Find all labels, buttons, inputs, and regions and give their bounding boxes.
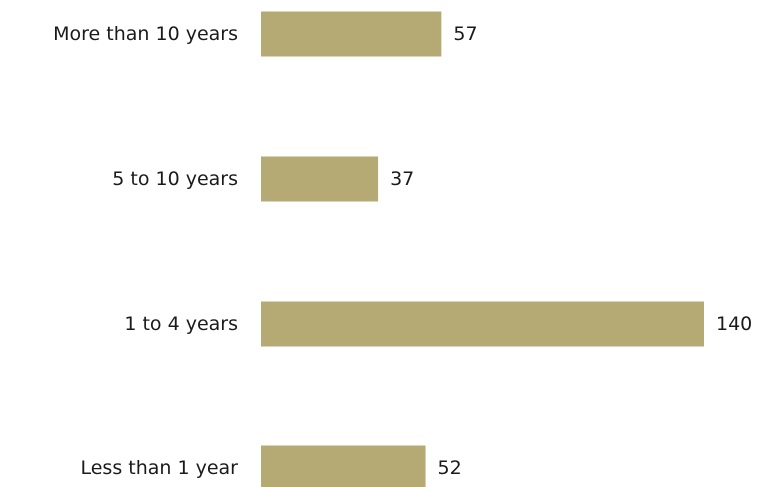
value-labels-group: 57 37 140 52 — [390, 23, 752, 479]
bar-less-than-1-year — [261, 445, 426, 487]
bar-1-to-4-years — [261, 301, 704, 347]
bar-5-to-10-years — [261, 156, 379, 202]
category-label-more-than-10-years: More than 10 years — [53, 23, 238, 45]
value-label-5-to-10-years: 37 — [390, 168, 414, 190]
bar-more-than-10-years — [261, 11, 442, 57]
category-label-5-to-10-years: 5 to 10 years — [112, 168, 238, 190]
value-label-more-than-10-years: 57 — [453, 23, 477, 45]
value-label-less-than-1-year: 52 — [438, 457, 462, 479]
category-label-1-to-4-years: 1 to 4 years — [124, 313, 238, 335]
category-labels-group: More than 10 years 5 to 10 years 1 to 4 ye… — [53, 23, 238, 479]
bars-group — [261, 11, 704, 487]
value-label-1-to-4-years: 140 — [716, 313, 752, 335]
category-label-less-than-1-year: Less than 1 year — [80, 457, 238, 479]
